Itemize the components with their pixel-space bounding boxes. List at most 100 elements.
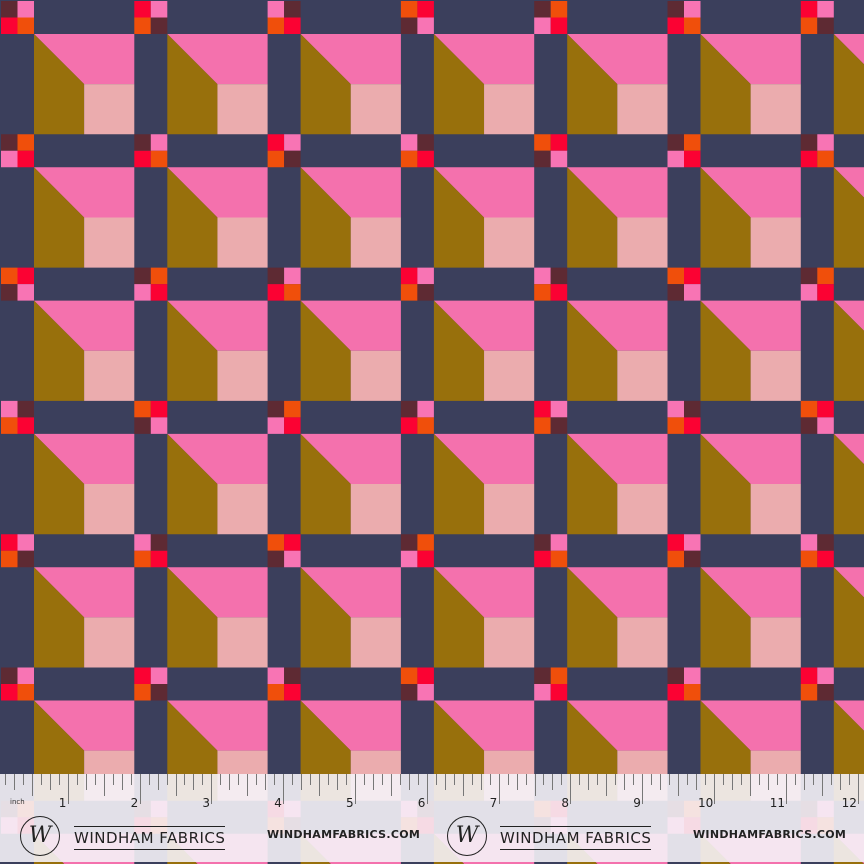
cornerstone-square (150, 134, 168, 151)
ruler-tick (202, 774, 204, 785)
cornerstone-square (684, 667, 701, 684)
blush-square (84, 617, 135, 668)
blush-square (84, 350, 135, 401)
ruler-tick (597, 774, 599, 785)
blush-square (84, 84, 135, 135)
olive-trapezoid (567, 34, 618, 135)
cornerstone-square (534, 684, 551, 701)
cornerstone-square (267, 400, 285, 418)
cornerstone-square (1, 417, 18, 434)
cornerstone-square (667, 1, 684, 18)
cornerstone-square (267, 684, 285, 701)
ruler-tick (435, 774, 437, 785)
brand-url: WINDHAMFABRICS.COM (693, 828, 847, 841)
ruler-tick (794, 774, 796, 785)
olive-trapezoid (700, 34, 751, 135)
blush-square (350, 617, 401, 668)
cornerstone-square (400, 684, 418, 701)
olive-trapezoid (167, 567, 218, 668)
cornerstone-square (417, 1, 434, 18)
pink-trapezoid (567, 433, 668, 485)
cornerstone-square (134, 534, 151, 551)
olive-trapezoid (34, 300, 85, 401)
brand-name: WINDHAM FABRICS (74, 826, 226, 850)
cornerstone-square (17, 17, 34, 34)
ruler-tick (175, 774, 177, 796)
olive-trapezoid (167, 167, 218, 268)
cornerstone-square (817, 550, 834, 568)
cornerstone-square (150, 284, 168, 301)
cornerstone-square (150, 550, 168, 568)
pink-trapezoid (34, 300, 135, 351)
cornerstone-square (400, 284, 418, 301)
cornerstone-square (17, 534, 34, 551)
cornerstone-square (267, 17, 285, 34)
olive-trapezoid (433, 300, 485, 401)
cornerstone-square (534, 267, 551, 285)
cornerstone-square (17, 667, 34, 684)
blush-square (350, 484, 401, 535)
ruler-number: 8 (561, 796, 570, 810)
blush-square (750, 617, 801, 668)
cornerstone-square (534, 550, 551, 568)
cornerstone-square (417, 400, 434, 418)
cornerstone-square (800, 534, 818, 551)
ruler-tick (67, 774, 69, 804)
cornerstone-square (400, 417, 418, 434)
ruler-tick (103, 774, 105, 796)
cornerstone-square (134, 284, 151, 301)
cornerstone-square (284, 267, 301, 285)
cornerstone-square (284, 417, 301, 434)
ruler-tick (534, 774, 536, 796)
cornerstone-square (417, 417, 434, 434)
pink-trapezoid (567, 300, 668, 351)
cornerstone-square (150, 17, 168, 34)
ruler-tick (714, 774, 715, 804)
cornerstone-square (400, 550, 418, 568)
blush-square (484, 217, 535, 268)
cornerstone-square (150, 684, 168, 701)
cornerstone-square (550, 284, 568, 301)
cornerstone-square (17, 267, 34, 285)
ruler-tick (498, 774, 500, 804)
ruler-tick (193, 774, 195, 790)
ruler-tick (76, 774, 78, 785)
ruler-tick (121, 774, 123, 790)
olive-trapezoid (700, 433, 751, 535)
blush-square (750, 350, 801, 401)
ruler-number: 2 (130, 796, 139, 810)
ruler-tick (507, 774, 509, 785)
ruler-tick (310, 774, 312, 785)
cornerstone-square (134, 150, 151, 168)
blush-square (617, 484, 668, 535)
ruler-tick (543, 774, 545, 785)
cornerstone-square (267, 1, 285, 18)
pink-trapezoid (433, 300, 535, 351)
windham-logo: W (20, 816, 60, 856)
ruler-tick (328, 774, 330, 785)
ruler-tick (624, 774, 626, 790)
ruler-tick (660, 774, 662, 790)
pink-trapezoid (433, 567, 535, 618)
pink-trapezoid (34, 433, 135, 485)
cornerstone-square (550, 550, 568, 568)
cornerstone-square (134, 134, 151, 151)
cornerstone-square (134, 417, 151, 434)
ruler-tick (588, 774, 590, 790)
blush-square (484, 617, 535, 668)
pink-trapezoid (167, 167, 268, 218)
pink-trapezoid (300, 167, 401, 218)
pink-trapezoid (833, 34, 864, 65)
cornerstone-square (150, 400, 168, 418)
ruler-tick (758, 774, 760, 785)
pink-trapezoid (300, 433, 401, 485)
blush-square (617, 217, 668, 268)
cornerstone-square (17, 1, 34, 18)
cornerstone-square (800, 400, 818, 418)
cornerstone-square (417, 267, 434, 285)
ruler-tick (417, 774, 419, 785)
olive-trapezoid (700, 567, 751, 668)
ruler-tick (408, 774, 410, 790)
ruler-tick (58, 774, 60, 785)
ruler-tick (812, 774, 814, 785)
